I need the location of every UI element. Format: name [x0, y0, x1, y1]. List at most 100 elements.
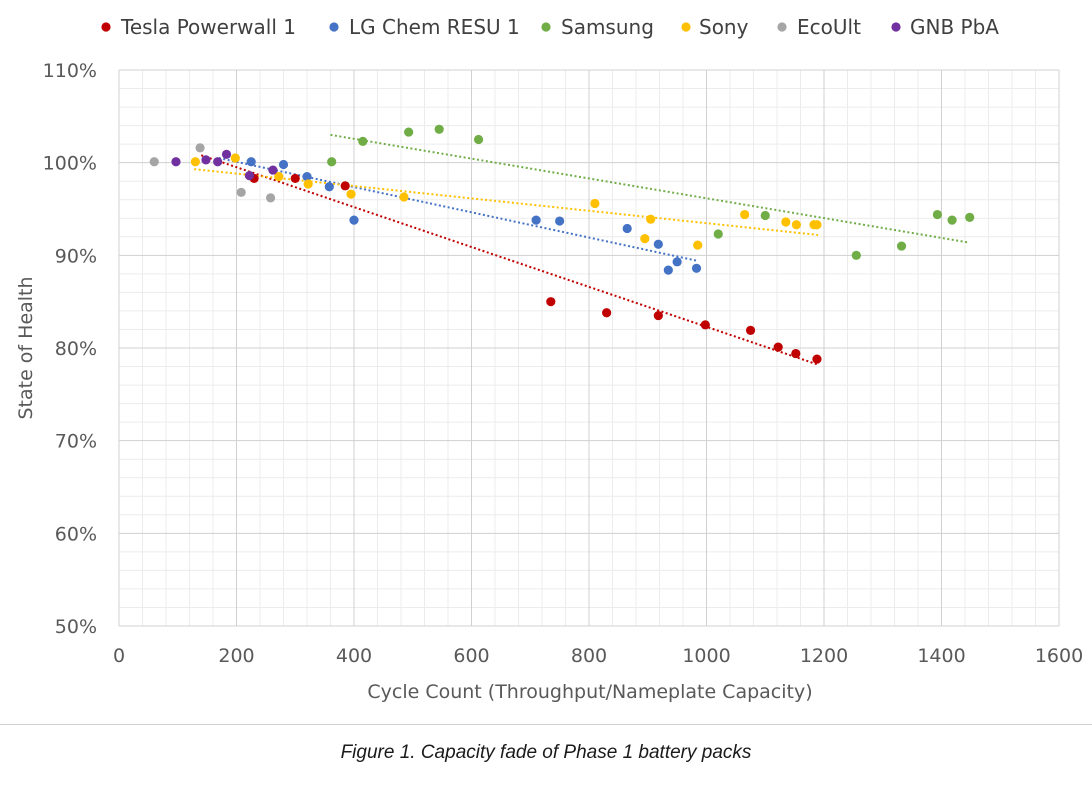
- point-tesla-powerwall-1: [745, 325, 756, 335]
- point-tesla-powerwall-1: [812, 354, 822, 364]
- point-gnb-pba: [244, 171, 255, 181]
- point-lg-chem-resu-1: [691, 263, 702, 273]
- point-samsung: [358, 136, 368, 146]
- point-samsung: [851, 250, 861, 260]
- legend-marker-tesla-powerwall-1: [101, 22, 111, 32]
- legend-marker-gnb-pba: [891, 22, 901, 32]
- point-gnb-pba: [268, 165, 278, 175]
- x-tick-label: 800: [571, 645, 607, 667]
- point-samsung: [404, 127, 414, 137]
- major-gridlines: [118, 69, 1060, 627]
- point-tesla-powerwall-1: [290, 173, 300, 184]
- point-tesla-powerwall-1: [653, 310, 663, 321]
- trendline-lg-chem-resu-1: [218, 157, 698, 262]
- trendline-samsung: [330, 133, 969, 244]
- caption-divider: [0, 724, 1092, 725]
- y-tick-label: 60%: [55, 523, 97, 545]
- x-tick-label: 1400: [917, 645, 965, 667]
- point-ecoult: [236, 187, 246, 197]
- point-lg-chem-resu-1: [622, 223, 632, 234]
- point-gnb-pba: [201, 155, 211, 165]
- point-samsung: [327, 157, 337, 167]
- point-tesla-powerwall-1: [340, 181, 350, 191]
- x-tick-label: 1000: [682, 645, 730, 667]
- point-samsung: [713, 229, 723, 239]
- legend-label-sony: Sony: [699, 15, 749, 39]
- point-tesla-powerwall-1: [700, 320, 710, 330]
- legend-label-gnb-pba: GNB PbA: [910, 15, 999, 39]
- point-samsung: [760, 210, 770, 221]
- x-tick-label: 1600: [1035, 645, 1083, 667]
- point-sony: [740, 209, 750, 220]
- point-sony: [230, 153, 240, 163]
- point-samsung: [434, 124, 444, 134]
- point-lg-chem-resu-1: [246, 157, 256, 167]
- point-samsung: [965, 212, 975, 222]
- point-sony: [791, 220, 801, 230]
- y-axis-title: State of Health: [15, 276, 37, 419]
- point-tesla-powerwall-1: [791, 348, 801, 359]
- point-sony: [646, 214, 656, 224]
- y-tick-label: 90%: [55, 245, 97, 267]
- point-sony: [190, 157, 200, 167]
- trendlines: [194, 133, 969, 366]
- point-samsung: [473, 134, 484, 145]
- point-samsung: [932, 209, 942, 220]
- y-tick-label: 110%: [43, 60, 97, 82]
- x-tick-label: 0: [113, 645, 125, 667]
- point-lg-chem-resu-1: [663, 265, 673, 275]
- point-lg-chem-resu-1: [324, 182, 334, 192]
- x-tick-label: 400: [336, 645, 372, 667]
- point-tesla-powerwall-1: [602, 308, 612, 318]
- point-sony: [346, 189, 356, 199]
- legend-label-tesla-powerwall-1: Tesla Powerwall 1: [120, 15, 296, 39]
- point-sony: [640, 234, 650, 244]
- point-lg-chem-resu-1: [349, 215, 359, 225]
- tick-labels: 0 200 400 600 800 1000 1200 1400 1600 50% 60% 70% 80…: [43, 60, 1084, 667]
- x-tick-label: 600: [453, 645, 489, 667]
- legend: Tesla Powerwall 1 LG Chem RESU 1 Samsung So…: [101, 15, 999, 39]
- x-tick-label: 200: [218, 645, 254, 667]
- y-tick-label: 70%: [55, 431, 97, 453]
- point-lg-chem-resu-1: [653, 239, 663, 249]
- point-ecoult: [149, 157, 159, 167]
- legend-marker-ecoult: [777, 22, 787, 32]
- point-samsung: [896, 241, 907, 251]
- point-ecoult: [195, 143, 205, 153]
- point-sony: [399, 192, 409, 202]
- point-sony: [590, 198, 600, 209]
- legend-marker-sony: [681, 22, 691, 32]
- point-sony: [812, 220, 822, 230]
- y-tick-label: 80%: [55, 338, 97, 360]
- y-tick-label: 100%: [43, 153, 97, 175]
- point-tesla-powerwall-1: [773, 342, 783, 352]
- legend-label-samsung: Samsung: [561, 15, 654, 39]
- point-ecoult: [265, 193, 276, 203]
- trendline-tesla-powerwall-1: [200, 154, 819, 366]
- legend-marker-samsung: [541, 22, 551, 32]
- x-tick-label: 1200: [800, 645, 848, 667]
- point-sony: [303, 179, 313, 189]
- point-samsung: [947, 215, 957, 225]
- point-sony: [693, 240, 703, 250]
- point-sony: [274, 171, 284, 182]
- legend-label-lg-chem-resu-1: LG Chem RESU 1: [349, 15, 520, 39]
- trendline-sony: [194, 168, 819, 236]
- point-gnb-pba: [221, 149, 232, 159]
- figure-caption: Figure 1. Capacity fade of Phase 1 batte…: [340, 742, 752, 763]
- y-tick-label: 50%: [55, 616, 97, 638]
- point-gnb-pba: [171, 157, 181, 167]
- point-lg-chem-resu-1: [278, 159, 289, 170]
- point-sony: [781, 217, 791, 227]
- point-lg-chem-resu-1: [555, 216, 565, 226]
- capacity-fade-chart: 0 200 400 600 800 1000 1200 1400 1600 50% 60% 70% 80…: [15, 15, 1084, 703]
- legend-marker-lg-chem-resu-1: [329, 22, 339, 32]
- point-tesla-powerwall-1: [546, 297, 556, 307]
- x-axis-title: Cycle Count (Throughput/Nameplate Capaci…: [367, 681, 812, 703]
- point-lg-chem-resu-1: [672, 257, 682, 267]
- data-points: [149, 124, 975, 364]
- point-lg-chem-resu-1: [302, 171, 312, 182]
- legend-label-ecoult: EcoUlt: [797, 15, 861, 39]
- point-gnb-pba: [213, 157, 223, 167]
- point-lg-chem-resu-1: [531, 215, 541, 225]
